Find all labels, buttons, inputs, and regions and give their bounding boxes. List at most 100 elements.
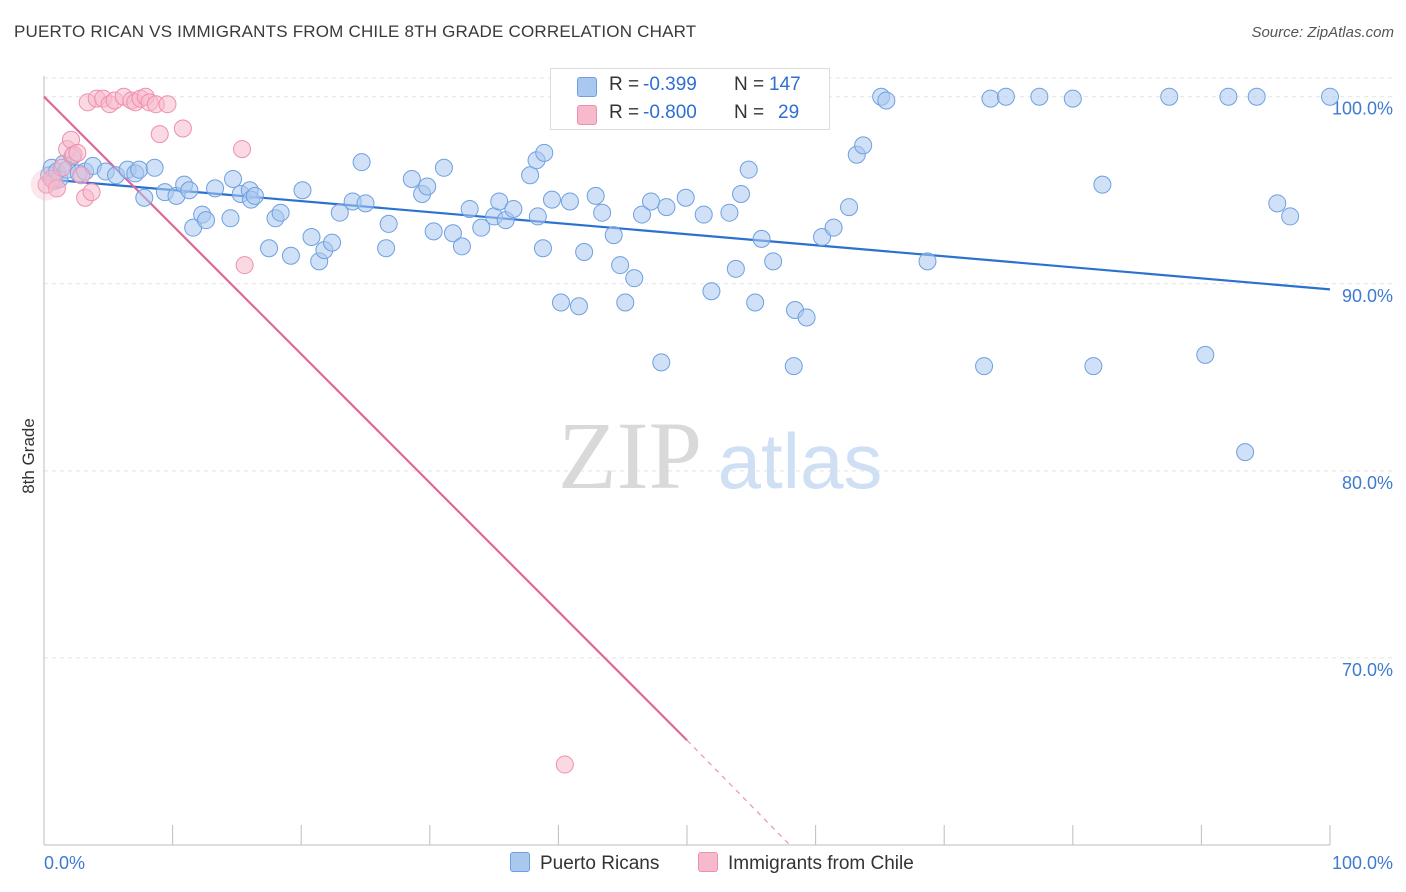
puerto-rican-point bbox=[586, 186, 605, 205]
puerto-rican-point bbox=[1030, 87, 1049, 106]
puerto-rican-point bbox=[632, 205, 651, 224]
puerto-rican-point bbox=[490, 192, 509, 211]
legend-item-chile: Immigrants from Chile bbox=[698, 852, 914, 875]
puerto-rican-point bbox=[593, 203, 612, 222]
chile-point bbox=[53, 158, 72, 177]
legend-swatch-pink bbox=[698, 852, 718, 872]
puerto-rican-point bbox=[260, 239, 279, 258]
chile-point bbox=[158, 95, 177, 114]
chile-point-large bbox=[30, 168, 63, 201]
puerto-rican-point bbox=[281, 246, 300, 265]
puerto-rican-point bbox=[1236, 443, 1255, 462]
puerto-rican-point bbox=[135, 188, 154, 207]
axes: 70.0% 80.0% 90.0% 100.0% 0.0% 100.0% bbox=[43, 76, 1393, 873]
puerto-rican-point bbox=[528, 207, 547, 226]
puerto-rican-point bbox=[604, 226, 623, 245]
puerto-rican-point bbox=[443, 224, 462, 243]
legend-row-chile: R = -0.800 N = 29 bbox=[551, 101, 829, 129]
trend-line-chile bbox=[43, 95, 688, 742]
puerto-rican-point bbox=[764, 252, 783, 271]
y-tick-label: 80.0% bbox=[1342, 473, 1393, 493]
puerto-rican-point bbox=[575, 242, 594, 261]
legend-label-chile: Immigrants from Chile bbox=[728, 853, 914, 874]
puerto-rican-point bbox=[402, 170, 421, 189]
bottom-legend: Puerto Ricans Immigrants from Chile bbox=[0, 852, 1406, 878]
puerto-rican-point bbox=[424, 222, 443, 241]
puerto-rican-point bbox=[1321, 87, 1339, 106]
chile-point bbox=[47, 179, 66, 198]
puerto-rican-point bbox=[616, 293, 635, 312]
trend-line-chile-extension bbox=[686, 739, 791, 846]
chart-title: PUERTO RICAN VS IMMIGRANTS FROM CHILE 8T… bbox=[14, 22, 697, 41]
puerto-rican-point bbox=[797, 308, 816, 327]
puerto-rican-point bbox=[1268, 194, 1287, 213]
puerto-rican-point bbox=[180, 181, 199, 200]
puerto-rican-point bbox=[377, 239, 396, 258]
puerto-rican-point bbox=[352, 153, 371, 172]
puerto-rican-point bbox=[652, 353, 671, 372]
puerto-rican-point bbox=[533, 239, 552, 258]
puerto-rican-point bbox=[323, 233, 342, 252]
legend-n-value: 147 bbox=[769, 74, 801, 95]
legend-n-label: N = bbox=[734, 74, 765, 95]
chile-point bbox=[82, 183, 101, 202]
puerto-rican-point bbox=[784, 357, 803, 376]
puerto-rican-point bbox=[434, 158, 453, 177]
puerto-rican-point bbox=[752, 229, 771, 248]
puerto-rican-point bbox=[145, 158, 164, 177]
puerto-rican-point bbox=[521, 166, 540, 185]
legend-n-label: N = bbox=[734, 102, 765, 123]
puerto-rican-point bbox=[224, 170, 243, 189]
puerto-rican-point bbox=[676, 188, 695, 207]
legend-r-label: R = bbox=[609, 102, 640, 123]
watermark: ZIP atlas bbox=[558, 402, 882, 509]
gridlines bbox=[44, 77, 1394, 659]
puerto-rican-point bbox=[702, 282, 721, 301]
puerto-rican-point bbox=[918, 252, 937, 271]
puerto-rican-point bbox=[1160, 87, 1179, 106]
y-tick-label: 70.0% bbox=[1342, 660, 1393, 680]
puerto-rican-point bbox=[472, 218, 491, 237]
chile-point bbox=[173, 119, 192, 138]
watermark-atlas: atlas bbox=[718, 417, 883, 505]
puerto-rican-point bbox=[877, 91, 896, 110]
puerto-rican-point bbox=[271, 203, 290, 222]
puerto-rican-point bbox=[130, 160, 149, 179]
legend-swatch-blue bbox=[510, 852, 530, 872]
puerto-rican-point bbox=[379, 214, 398, 233]
chile-point bbox=[235, 256, 254, 275]
x-tick-label: 100.0% bbox=[1332, 853, 1393, 873]
puerto-rican-point bbox=[560, 192, 579, 211]
legend-row-puerto-ricans: R = -0.399 N = 147 bbox=[551, 73, 829, 101]
puerto-rican-point bbox=[611, 256, 630, 275]
puerto-rican-point bbox=[460, 199, 479, 218]
puerto-rican-point bbox=[245, 186, 264, 205]
puerto-rican-point bbox=[197, 211, 216, 230]
puerto-rican-point bbox=[746, 293, 765, 312]
legend-r-value: -0.399 bbox=[643, 74, 697, 95]
puerto-rican-point bbox=[1084, 357, 1103, 376]
legend-swatch-pink bbox=[577, 105, 597, 125]
puerto-rican-point bbox=[1219, 87, 1238, 106]
puerto-rican-point bbox=[542, 190, 561, 209]
puerto-rican-point bbox=[726, 259, 745, 278]
puerto-rican-point bbox=[996, 87, 1015, 106]
legend-box: R = -0.399 N = 147 R = -0.800 N = 29 bbox=[550, 68, 830, 130]
puerto-rican-point bbox=[535, 143, 554, 162]
puerto-rican-point bbox=[854, 136, 873, 155]
puerto-rican-point bbox=[221, 209, 240, 228]
legend-swatch-blue bbox=[577, 77, 597, 97]
puerto-rican-point bbox=[657, 198, 676, 217]
puerto-rican-point bbox=[981, 89, 1000, 108]
puerto-rican-point bbox=[302, 228, 321, 247]
puerto-rican-point bbox=[739, 160, 758, 179]
puerto-rican-point bbox=[694, 205, 713, 224]
chile-point bbox=[233, 140, 252, 159]
puerto-rican-point bbox=[330, 203, 349, 222]
puerto-rican-point bbox=[1247, 87, 1266, 106]
legend-r-label: R = bbox=[609, 74, 640, 95]
puerto-rican-point bbox=[418, 177, 437, 196]
puerto-rican-point bbox=[840, 198, 859, 217]
puerto-rican-point bbox=[1196, 345, 1215, 364]
